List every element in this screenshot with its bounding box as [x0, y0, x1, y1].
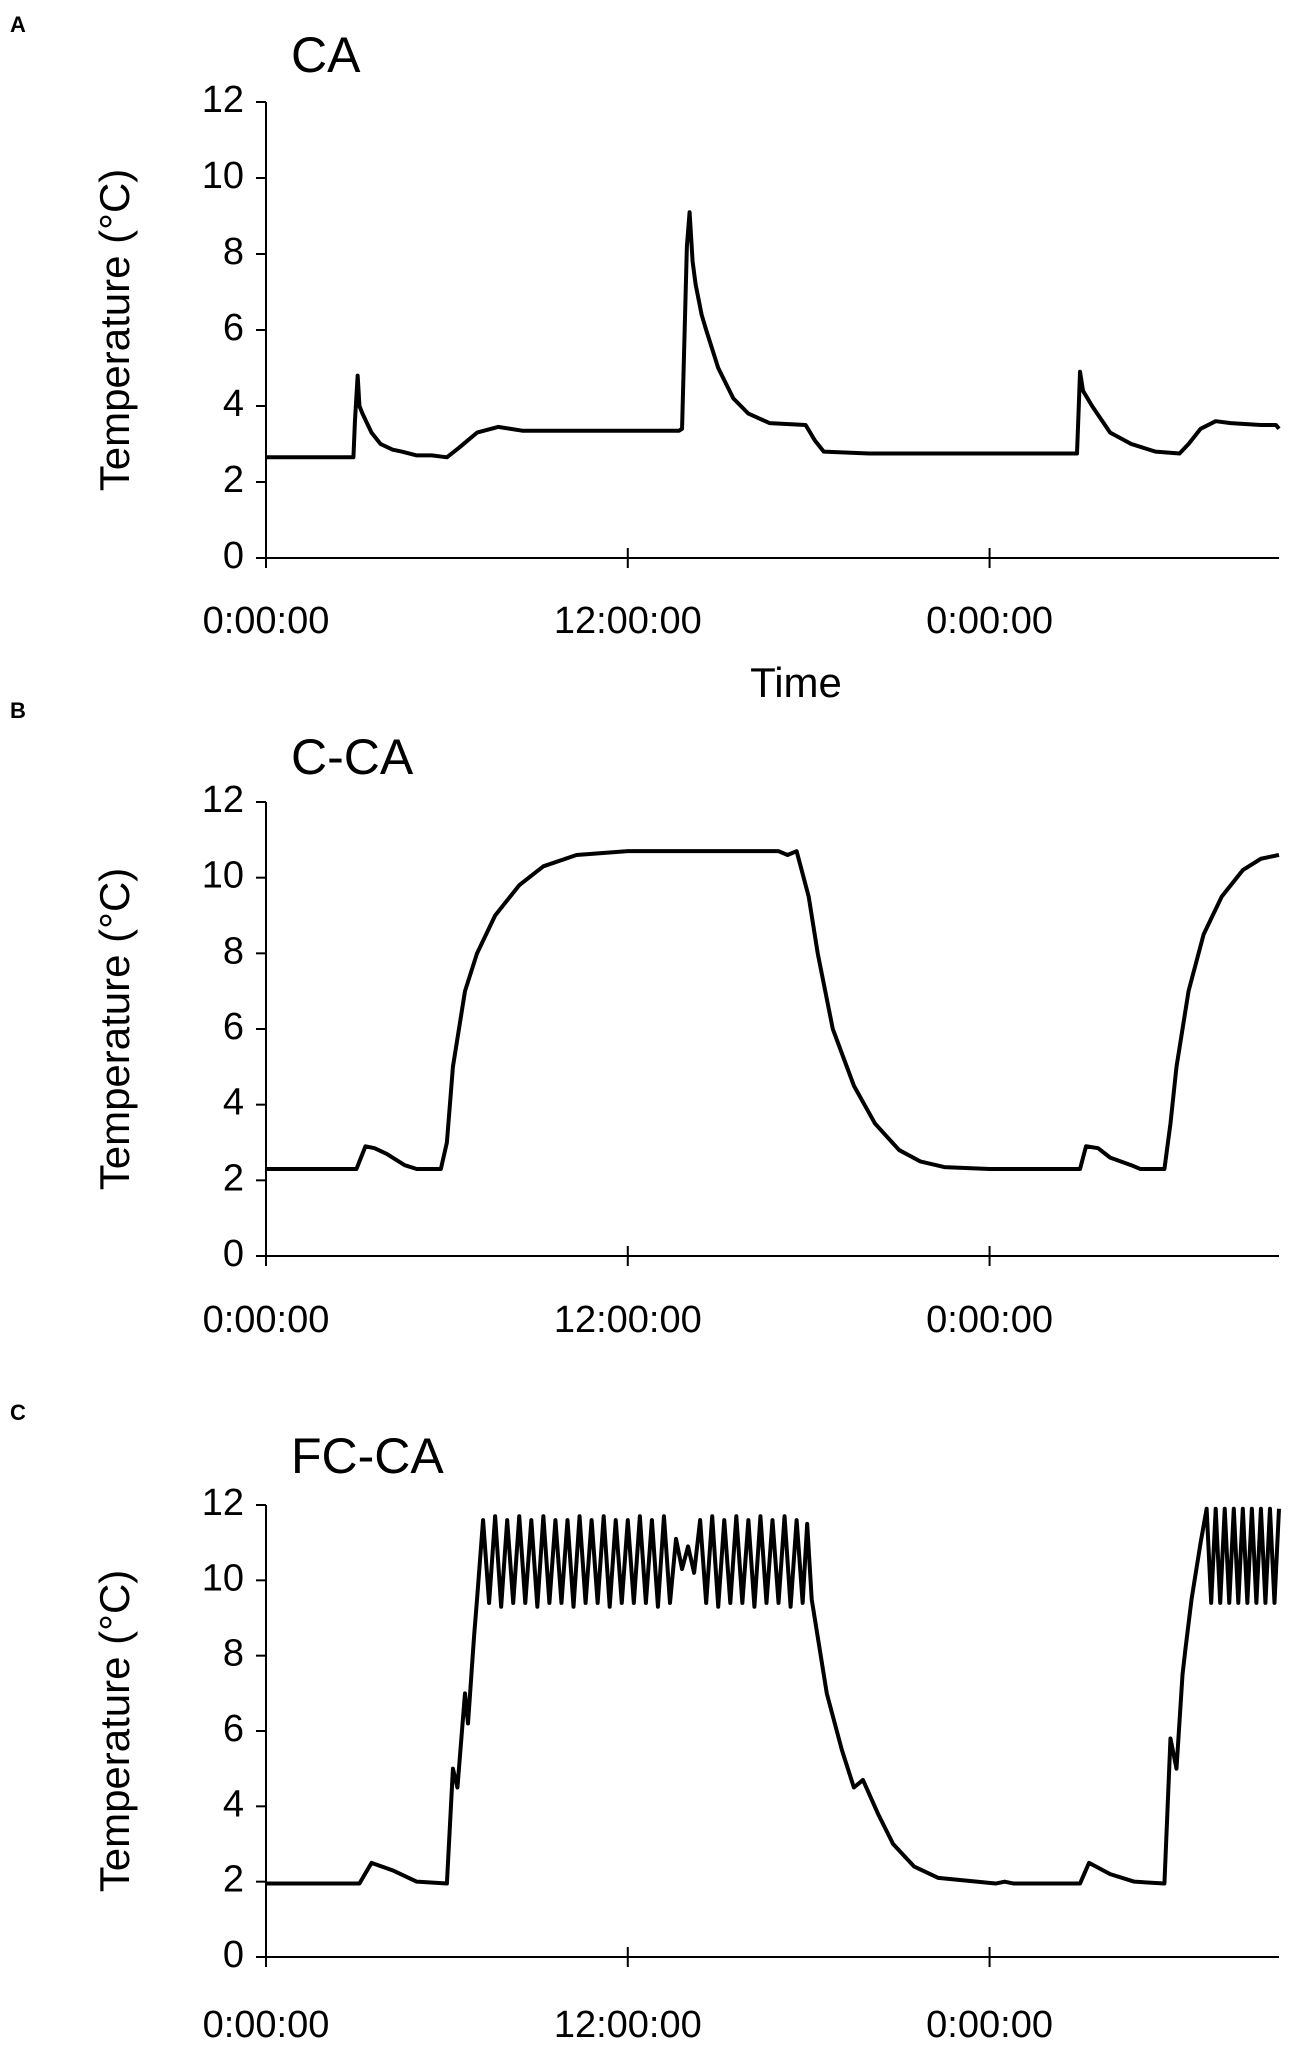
y-tick-label: 0: [223, 1934, 244, 1976]
y-tick-label: 6: [223, 307, 244, 349]
y-tick-label: 2: [223, 1859, 244, 1901]
y-axis-label: Temperature (°C): [91, 1570, 138, 1893]
y-tick-label: 0: [223, 1233, 244, 1275]
y-tick-label: 8: [223, 1633, 244, 1675]
y-tick-label: 2: [223, 459, 244, 501]
x-tick-label: 0:00:00: [926, 600, 1053, 642]
y-tick-label: 6: [223, 1006, 244, 1048]
y-tick-label: 12: [202, 79, 244, 121]
y-tick-label: 10: [202, 855, 244, 897]
x-tick-label: 0:00:00: [203, 2004, 330, 2046]
y-tick-label: 4: [223, 1082, 244, 1124]
x-axis-label: Time: [750, 659, 842, 706]
x-tick-label: 12:00:00: [554, 1299, 702, 1341]
y-tick-label: 12: [202, 779, 244, 821]
y-tick-label: 8: [223, 231, 244, 273]
y-axis-label: Temperature (°C): [91, 169, 138, 492]
panel-label: B: [10, 698, 26, 723]
y-tick-label: 8: [223, 930, 244, 972]
y-tick-label: 2: [223, 1157, 244, 1199]
y-tick-label: 4: [223, 383, 244, 425]
series-line: [266, 849, 1280, 1171]
x-tick-label: 12:00:00: [554, 600, 702, 642]
y-tick-label: 0: [223, 535, 244, 577]
y-axis-label: Temperature (°C): [91, 868, 138, 1191]
y-tick-label: 10: [202, 155, 244, 197]
x-tick-label: 12:00:00: [554, 2004, 702, 2046]
x-tick-label: 0:00:00: [203, 600, 330, 642]
chart-title: C-CA: [291, 729, 414, 785]
y-tick-label: 4: [223, 1783, 244, 1825]
series-line: [266, 210, 1281, 460]
y-tick-label: 12: [202, 1482, 244, 1524]
chart-title: CA: [291, 27, 361, 83]
x-tick-label: 0:00:00: [926, 2004, 1053, 2046]
panel-label: A: [10, 12, 26, 37]
panel-label: C: [10, 1400, 26, 1425]
y-tick-label: 6: [223, 1708, 244, 1750]
series-line: [266, 1506, 1281, 1886]
x-tick-label: 0:00:00: [203, 1299, 330, 1341]
x-tick-label: 0:00:00: [926, 1299, 1053, 1341]
chart-title: FC-CA: [291, 1428, 444, 1484]
y-tick-label: 10: [202, 1557, 244, 1599]
